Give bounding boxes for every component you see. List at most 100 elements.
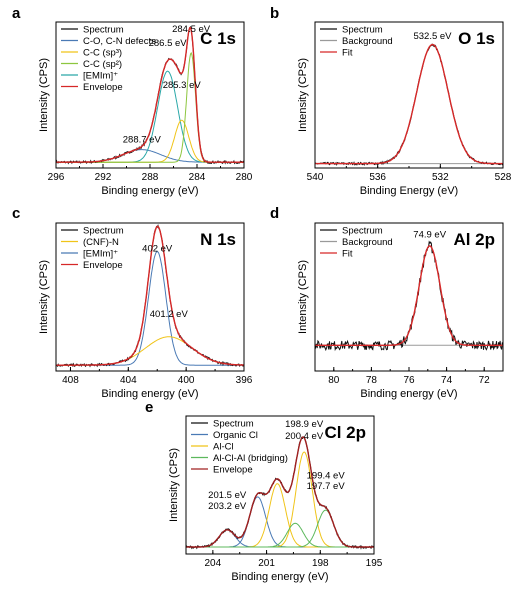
panel-title: Cl 2p (324, 423, 366, 442)
legend-label: Fit (342, 249, 353, 260)
envelope-line (315, 245, 503, 346)
peak-annotation: 200.4 eV (285, 431, 324, 442)
legend-label: Fit (342, 48, 353, 59)
legend-label: Envelope (83, 82, 123, 93)
x-tick-label: 74 (441, 375, 453, 386)
x-tick-label: 76 (403, 375, 415, 386)
y-axis-label: Intensity (CPS) (38, 58, 50, 132)
panel-letter: e (145, 399, 153, 416)
peak-annotation: 203.2 eV (208, 501, 247, 512)
peak-annotation: 201.5 eV (208, 490, 247, 501)
envelope-line (186, 436, 374, 548)
legend-label: Spectrum (213, 419, 254, 430)
panel-b: b 540 536 532 528 Binding Energy (eV) Intensit… (270, 5, 512, 197)
y-axis-label: Intensity (CPS) (168, 448, 180, 522)
legend-label: Organic Cl (213, 430, 258, 441)
plot-frame (55, 222, 245, 372)
peak-annotation: 288.7 eV (123, 135, 162, 146)
peak-annotation: 74.9 eV (413, 229, 446, 240)
x-tick-label: 80 (328, 375, 340, 386)
legend-label: Spectrum (83, 226, 124, 237)
peak-annotation: 199.4 eV (307, 470, 346, 481)
plot-area (56, 25, 244, 165)
x-tick-label: 528 (495, 172, 512, 183)
component-peak (56, 149, 244, 163)
x-axis-label: Binding energy (eV) (101, 185, 198, 197)
x-tick-label: 540 (307, 172, 324, 183)
legend-label: C-C (sp³) (83, 48, 122, 59)
x-tick-label: 280 (236, 172, 253, 183)
x-axis-label: Binding energy (eV) (231, 571, 328, 583)
plot-area (56, 223, 244, 368)
envelope-line (56, 225, 244, 366)
legend-label: Spectrum (83, 25, 124, 36)
peak-annotation: 286.5 eV (149, 38, 188, 49)
legend-label: Al-Cl-Al (bridging) (213, 453, 288, 464)
component-peak (186, 522, 374, 548)
envelope-line (56, 27, 244, 163)
x-tick-label: 408 (62, 375, 79, 386)
panel-title: O 1s (458, 29, 495, 48)
y-axis-label: Intensity (CPS) (38, 260, 50, 334)
panel-title: N 1s (200, 230, 236, 249)
x-axis-label: Binding energy (eV) (360, 388, 457, 400)
plot-frame (185, 415, 375, 555)
panel-letter: a (12, 5, 21, 22)
x-tick-label: 72 (479, 375, 491, 386)
panel-title: C 1s (200, 29, 236, 48)
x-tick-label: 204 (205, 558, 222, 569)
panel-letter: b (270, 5, 279, 22)
legend-label: [EMIm]⁺ (83, 249, 118, 260)
x-axis-label: Binding energy (eV) (101, 388, 198, 400)
peak-annotation: 197.7 eV (307, 481, 346, 492)
legend-label: Envelope (213, 465, 253, 476)
plot-area (315, 43, 503, 167)
peak-annotation: 402 eV (142, 244, 173, 255)
legend-label: Background (342, 36, 393, 47)
x-tick-label: 195 (366, 558, 383, 569)
peak-annotation: 198.9 eV (285, 419, 324, 430)
x-tick-label: 288 (142, 172, 159, 183)
legend-label: (CNF)-N (83, 237, 119, 248)
legend-label: [EMIm]⁺ (83, 71, 118, 82)
plot-area (315, 240, 503, 352)
peak-annotation: 401.2 eV (150, 309, 189, 320)
legend-label: Al-Cl (213, 442, 234, 453)
x-tick-label: 78 (366, 375, 378, 386)
x-tick-label: 284 (189, 172, 206, 183)
peak-annotation: 285.3 eV (163, 80, 202, 91)
x-tick-label: 536 (369, 172, 386, 183)
legend-label: Spectrum (342, 25, 383, 36)
panel-title: Al 2p (453, 230, 495, 249)
panel-a: a 296 292 288 284 280 Binding energy (eV) Inten… (12, 5, 253, 197)
panel-e: e 204 201 198 195 Binding energy (eV) Intensit… (145, 399, 383, 583)
legend-label: C-O, C-N defects (83, 36, 156, 47)
plot-area (186, 435, 374, 550)
y-axis-label: Intensity (CPS) (297, 260, 309, 334)
x-tick-label: 201 (258, 558, 275, 569)
x-tick-label: 198 (312, 558, 329, 569)
x-tick-label: 532 (432, 172, 449, 183)
legend-label: Background (342, 237, 393, 248)
peak-annotation: 284.5 eV (172, 24, 211, 35)
peak-annotation: 532.5 eV (413, 31, 452, 42)
panel-c: c 408 404 400 396 Binding energy (eV) Intensit… (12, 205, 253, 400)
x-tick-label: 400 (178, 375, 195, 386)
legend-label: Envelope (83, 260, 123, 271)
legend: Spectrum(CNF)-N[EMIm]⁺Envelope (61, 226, 124, 271)
envelope-line (315, 43, 503, 165)
x-tick-label: 292 (95, 172, 112, 183)
x-tick-label: 296 (48, 172, 65, 183)
legend-label: Spectrum (342, 226, 383, 237)
panel-d: d 80 78 76 74 72 Binding energy (eV) Intensity … (270, 205, 504, 400)
x-axis-label: Binding Energy (eV) (360, 185, 458, 197)
y-axis-label: Intensity (CPS) (297, 58, 309, 132)
legend-label: C-C (sp²) (83, 59, 122, 70)
x-tick-label: 396 (236, 375, 253, 386)
panel-letter: c (12, 205, 20, 222)
spectrum-line (315, 43, 503, 167)
